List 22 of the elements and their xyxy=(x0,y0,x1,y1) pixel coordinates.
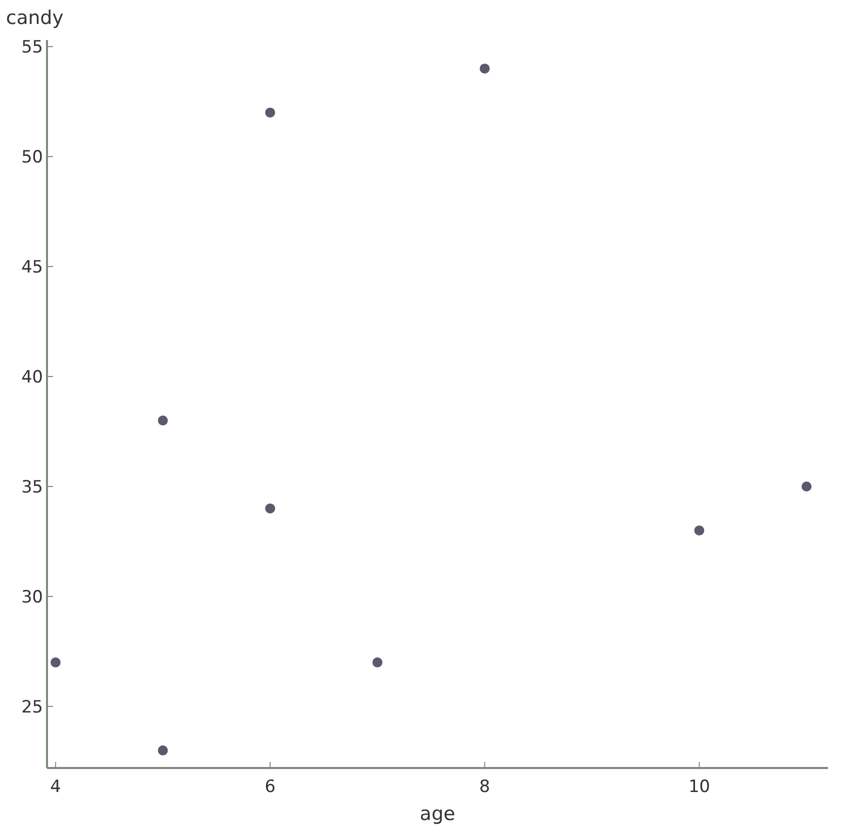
point xyxy=(694,525,704,536)
point xyxy=(802,481,812,492)
point xyxy=(372,657,382,668)
point xyxy=(158,745,168,756)
point xyxy=(50,657,61,668)
y-tick-label: 35 xyxy=(21,477,43,498)
point xyxy=(265,108,276,118)
point xyxy=(158,415,168,426)
y-tick-label: 45 xyxy=(21,257,43,278)
y-axis-title: candy xyxy=(6,7,64,29)
y-tick-label: 30 xyxy=(21,587,43,608)
y-tick-label: 55 xyxy=(21,38,43,58)
y-tick-label: 50 xyxy=(21,148,43,168)
x-tick-label: 4 xyxy=(50,777,61,797)
point xyxy=(480,64,490,74)
x-tick-label: 8 xyxy=(479,777,490,797)
y-tick-label: 40 xyxy=(21,367,43,388)
y-tick-label: 25 xyxy=(21,697,43,718)
x-tick-label: 10 xyxy=(688,777,710,797)
x-tick-label: 6 xyxy=(264,777,276,797)
point xyxy=(265,503,276,514)
x-axis-title: age xyxy=(420,803,456,825)
